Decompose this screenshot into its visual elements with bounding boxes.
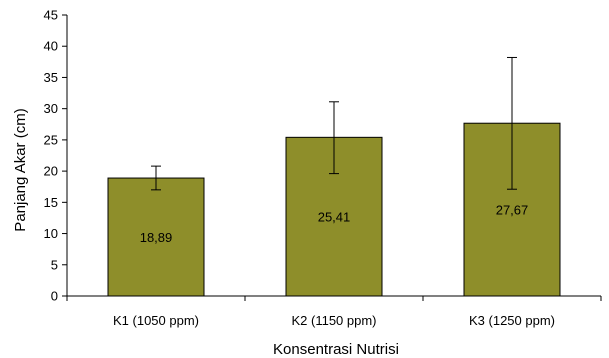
y-tick-label: 0 bbox=[51, 289, 58, 304]
y-tick-label: 10 bbox=[44, 226, 58, 241]
y-tick-label: 30 bbox=[44, 101, 58, 116]
data-labels: 18,89 25,41 27,67 bbox=[140, 203, 529, 245]
y-tick-label: 5 bbox=[51, 257, 58, 272]
y-axis-title: Panjang Akar (cm) bbox=[12, 108, 29, 231]
axes bbox=[66, 15, 601, 297]
y-tick-label: 15 bbox=[44, 195, 58, 210]
y-tick-label: 45 bbox=[44, 8, 58, 23]
x-axis-ticks: K1 (1050 ppm) K2 (1150 ppm) K3 (1250 ppm) bbox=[66, 296, 602, 328]
y-axis-ticks: 0 5 10 15 20 25 30 35 40 45 bbox=[44, 8, 67, 304]
bar-value-label: 18,89 bbox=[140, 230, 173, 245]
x-axis-title: Konsentrasi Nutrisi bbox=[273, 341, 399, 358]
y-tick-label: 40 bbox=[44, 39, 58, 54]
y-tick-label: 35 bbox=[44, 70, 58, 85]
bar-value-label: 27,67 bbox=[496, 203, 529, 218]
y-tick-label: 20 bbox=[44, 164, 58, 179]
bar-value-label: 25,41 bbox=[318, 210, 351, 225]
x-tick-label: K1 (1050 ppm) bbox=[113, 313, 199, 328]
error-bars bbox=[151, 56, 517, 191]
y-tick-label: 25 bbox=[44, 132, 58, 147]
x-tick-label: K3 (1250 ppm) bbox=[469, 313, 555, 328]
x-tick-label: K2 (1150 ppm) bbox=[291, 313, 376, 328]
